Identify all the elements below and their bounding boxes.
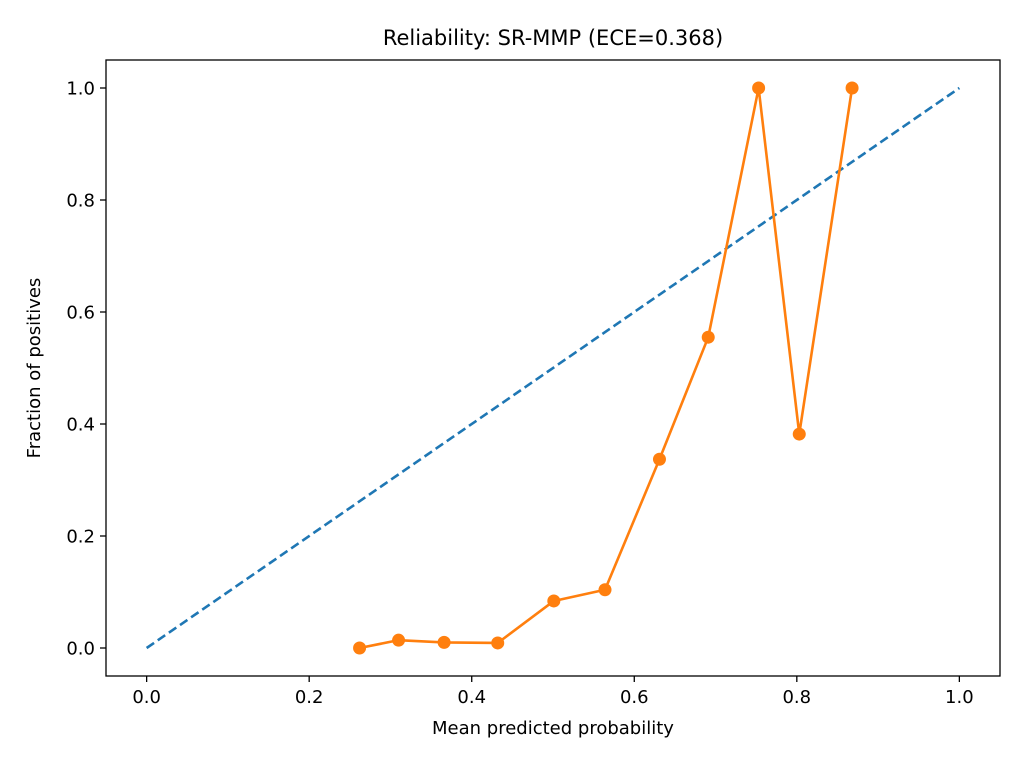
y-tick-label: 0.8 <box>66 191 95 212</box>
calibration-point <box>353 641 367 655</box>
calibration-point <box>392 633 406 647</box>
y-tick-label: 0.6 <box>66 303 95 324</box>
calibration-point <box>598 583 612 597</box>
calibration-point <box>437 635 451 649</box>
calibration-point <box>491 636 505 650</box>
x-tick-label: 1.0 <box>945 687 974 708</box>
x-tick-label: 0.8 <box>782 687 811 708</box>
y-tick-label: 0.2 <box>66 527 95 548</box>
calibration-point <box>701 330 715 344</box>
x-axis-label: Mean predicted probability <box>432 718 674 739</box>
diagonal-reference-line <box>145 86 961 650</box>
y-axis-label: Fraction of positives <box>24 278 45 459</box>
calibration-point <box>547 594 561 608</box>
calibration-point <box>752 81 766 95</box>
x-tick-label: 0.6 <box>620 687 649 708</box>
y-tick-label: 0.4 <box>66 415 95 436</box>
axes-frame <box>105 59 1001 677</box>
calibration-point <box>792 427 806 441</box>
calibration-point <box>652 452 666 466</box>
x-tick-label: 0.4 <box>457 687 486 708</box>
chart-title: Reliability: SR-MMP (ECE=0.368) <box>383 26 723 50</box>
axes-layer: 0.0 0.2 0.4 0.6 0.8 1.0 0.0 0.2 0.4 0.6 0.8 1.0 <box>66 59 1001 708</box>
calibration-point <box>845 81 859 95</box>
x-tick-label: 0.0 <box>132 687 161 708</box>
plot-layer <box>145 81 961 655</box>
x-tick-label: 0.2 <box>295 687 324 708</box>
y-tick-label: 0.0 <box>66 639 95 660</box>
y-tick-label: 1.0 <box>66 79 95 100</box>
